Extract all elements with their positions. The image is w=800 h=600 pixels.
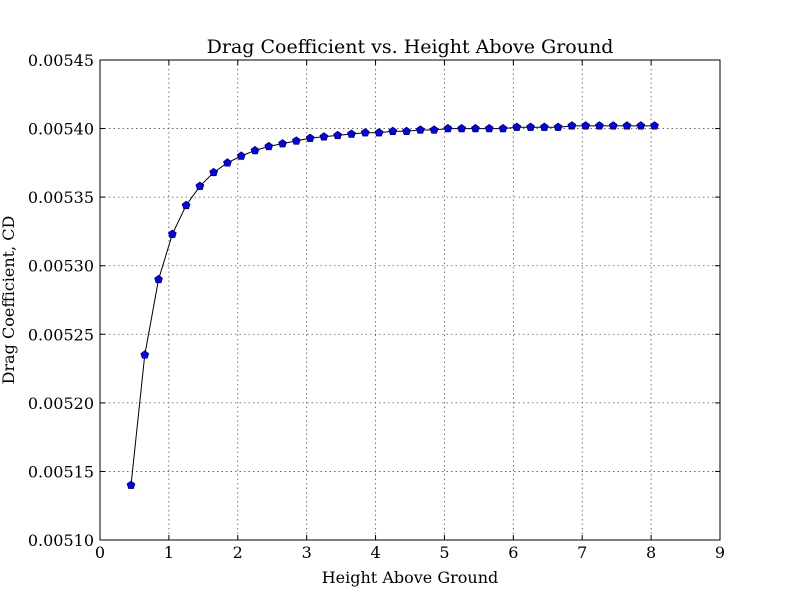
data-point [181,200,191,210]
data-point [539,122,549,131]
data-point [374,128,384,137]
y-axis-title: Drag Coefficient, CD [0,216,18,385]
x-tick-label: 8 [646,543,656,562]
y-tick-label: 0.00525 [28,325,94,344]
x-tick-label: 4 [370,543,380,562]
data-point [429,125,439,134]
series-line [130,125,655,486]
grid-lines [100,60,720,540]
x-tick-label: 2 [233,543,243,562]
data-point [333,130,343,140]
data-point [388,126,398,136]
data-point [126,480,136,489]
data-point [512,122,522,131]
data-point [484,123,494,133]
y-tick-label: 0.00515 [28,462,94,481]
data-point [154,274,163,284]
data-point [457,123,467,133]
data-point [415,125,425,134]
data-point [402,126,411,136]
x-tick-label: 7 [577,543,587,562]
data-point [278,139,287,148]
y-tick-label: 0.00540 [28,120,94,139]
y-tick-label: 0.00510 [28,531,94,550]
data-point [608,121,618,130]
data-point [223,158,232,167]
y-tick-label: 0.00520 [28,394,94,413]
data-point [347,129,356,138]
data-point [567,121,577,130]
x-axis-tick-labels: 0 1 2 3 4 5 6 7 8 9 [95,543,725,562]
data-point [471,123,480,133]
y-tick-label: 0.00530 [28,257,94,276]
x-tick-label: 5 [439,543,449,562]
data-point [140,350,150,359]
x-tick-label: 1 [164,543,174,562]
y-tick-label: 0.00545 [28,51,94,70]
data-point [595,121,604,130]
y-tick-label: 0.00535 [28,188,94,207]
chart-title: Drag Coefficient vs. Height Above Ground [207,36,614,58]
data-point [236,151,246,160]
data-point [195,181,205,190]
data-point [250,145,260,155]
series-layer [126,121,659,489]
data-point [636,121,646,130]
x-tick-label: 9 [715,543,725,562]
plot-frame [99,59,721,541]
data-point [305,133,315,142]
data-point [622,121,632,130]
data-point [650,121,659,130]
data-point [553,122,563,131]
x-axis-title: Height Above Ground [322,568,499,587]
data-point [167,229,177,238]
data-point [443,123,453,133]
x-tick-label: 3 [302,543,312,562]
data-point [581,121,591,130]
data-point [319,132,329,141]
x-tick-label: 0 [95,543,105,562]
data-point [209,167,219,177]
data-point [360,128,370,137]
data-point [526,122,535,131]
y-axis-tick-labels: 0.00510 0.00515 0.00520 0.00525 0.00530 0.005… [28,51,94,550]
data-point [264,141,274,151]
axis-ticks [99,59,721,541]
data-point [498,123,508,133]
x-tick-label: 6 [508,543,518,562]
data-point [291,136,301,145]
